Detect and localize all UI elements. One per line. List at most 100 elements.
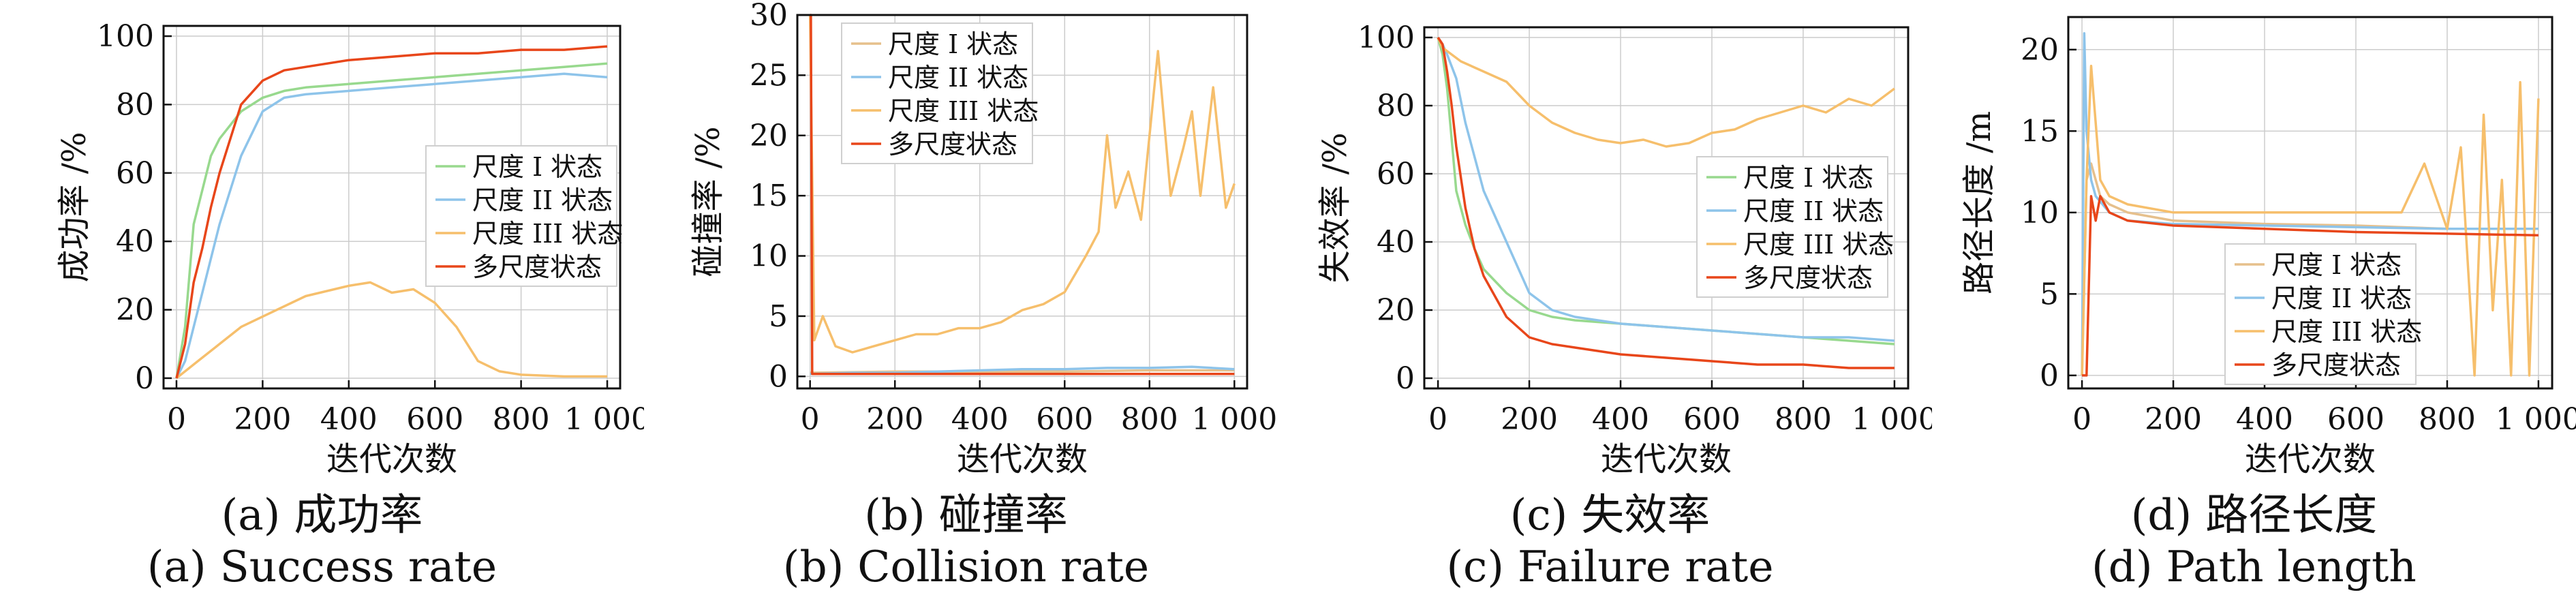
x-tick-label-1: 200 [866, 402, 923, 437]
x-tick-label-3: 600 [1036, 402, 1093, 437]
legend-label-3: 多尺度状态 [1743, 263, 1873, 293]
x-tick-label-0: 0 [801, 402, 820, 437]
x-tick-label-5: 1 000 [2496, 402, 2576, 437]
series-line-1 [1437, 37, 1895, 342]
legend-label-0: 尺度 I 状态 [888, 29, 1018, 59]
y-tick-label-3: 60 [1377, 157, 1415, 191]
plot-frame [2067, 16, 2554, 390]
legend-label-2: 尺度 III 状态 [472, 219, 623, 249]
x-axis-label: 迭代次数 [326, 440, 457, 477]
legend-box [2224, 243, 2417, 385]
series-line-0 [175, 62, 608, 379]
series-line-3 [175, 45, 608, 379]
chart-a-success-rate: 0 200 400 600 800 1 000 0 20 40 60 80 100 迭代次数 成功率 /%… [55, 19, 644, 477]
y-tick-label-3: 60 [116, 156, 154, 191]
x-axis-label: 迭代次数 [1601, 440, 1732, 477]
y-axis-label: 失效率 /% [1316, 132, 1354, 283]
x-tick-label-1: 200 [1501, 402, 1558, 437]
y-tick-label-4: 20 [750, 119, 788, 153]
y-tick-label-5: 25 [750, 58, 788, 93]
chart-b-collision-rate: 0 200 400 600 800 1 000 0 5 10 15 20 25 30 迭代次数 碰撞率 /%… [689, 0, 1277, 477]
y-tick-label-2: 10 [750, 239, 788, 274]
legend-label-1: 尺度 II 状态 [2271, 283, 2412, 313]
legend-label-3: 多尺度状态 [2271, 350, 2401, 380]
x-tick-label-0: 0 [167, 402, 186, 437]
y-tick-label-1: 5 [769, 299, 788, 334]
x-tick-label-2: 400 [951, 402, 1009, 437]
y-tick-label-0: 0 [1396, 361, 1415, 396]
plot-frame [796, 14, 1248, 390]
caption-b-cn: (b) 碰撞率 [864, 490, 1068, 540]
legend-label-0: 尺度 I 状态 [1743, 163, 1873, 193]
x-tick-label-3: 600 [2327, 402, 2385, 437]
legend-label-0: 尺度 I 状态 [472, 152, 602, 182]
plot-frame [162, 25, 622, 390]
caption-c-en: (c) Failure rate [1446, 542, 1774, 592]
series-line-2 [808, 14, 1236, 354]
x-tick-label-5: 1 000 [564, 402, 644, 437]
y-tick-label-5: 100 [1358, 20, 1415, 55]
y-tick-label-1: 20 [1377, 293, 1415, 328]
y-tick-label-4: 80 [116, 87, 154, 122]
y-tick-label-4: 80 [1377, 89, 1415, 123]
chart-c-failure-rate: 0 200 400 600 800 1 000 0 20 40 60 80 100 迭代次数 失效率 /%… [1316, 20, 1932, 477]
x-axis-label: 迭代次数 [957, 440, 1088, 477]
legend-label-3: 多尺度状态 [472, 252, 602, 282]
x-tick-label-4: 800 [493, 402, 550, 437]
x-tick-label-1: 200 [234, 402, 291, 437]
y-tick-label-0: 0 [2040, 358, 2059, 393]
x-tick-label-4: 800 [2419, 402, 2476, 437]
legend-label-1: 尺度 II 状态 [472, 185, 613, 215]
caption-a-en: (a) Success rate [147, 542, 497, 592]
series-line-3 [1437, 37, 1895, 369]
chart-d-path-length: 0 200 400 600 800 1 000 0 5 10 15 20 迭代次数 路径长度 /m 尺度 … [1960, 16, 2576, 477]
x-tick-label-3: 600 [406, 402, 463, 437]
y-axis-label: 碰撞率 /% [689, 126, 727, 277]
y-tick-label-2: 40 [1377, 225, 1415, 260]
y-tick-label-3: 15 [2021, 114, 2059, 149]
series-line-3 [810, 14, 1235, 375]
legend-box [841, 22, 1033, 164]
y-tick-label-0: 0 [769, 359, 788, 394]
legend-label-0: 尺度 I 状态 [2271, 250, 2402, 280]
legend-label-1: 尺度 II 状态 [888, 63, 1028, 93]
x-axis-label: 迭代次数 [2245, 440, 2376, 477]
y-tick-label-1: 5 [2040, 277, 2059, 311]
x-tick-label-3: 600 [1683, 402, 1741, 437]
x-tick-label-2: 400 [320, 402, 378, 437]
caption-c-cn: (c) 失效率 [1509, 490, 1711, 540]
series-line-1 [175, 72, 608, 379]
x-tick-label-2: 400 [1592, 402, 1649, 437]
y-tick-label-1: 20 [116, 293, 154, 328]
y-axis-label: 路径长度 /m [1960, 111, 1998, 294]
x-tick-label-2: 400 [2236, 402, 2293, 437]
legend-label-2: 尺度 III 状态 [1743, 230, 1894, 260]
legend-box [1696, 156, 1888, 298]
y-tick-label-3: 15 [750, 179, 788, 213]
caption-b-en: (b) Collision rate [782, 542, 1150, 592]
caption-d-en: (d) Path length [2091, 542, 2417, 592]
series-line-2 [2081, 64, 2540, 377]
legend-label-2: 尺度 III 状态 [888, 96, 1039, 126]
y-axis-label: 成功率 /% [55, 132, 93, 282]
x-tick-label-5: 1 000 [1852, 402, 1932, 437]
x-tick-label-4: 800 [1775, 402, 1832, 437]
y-tick-label-2: 10 [2021, 196, 2059, 230]
series-line-2 [175, 281, 607, 380]
x-tick-label-0: 0 [1428, 402, 1447, 437]
caption-d-cn: (d) 路径长度 [2130, 490, 2378, 540]
series-line-2 [1437, 37, 1895, 148]
plot-frame [1423, 26, 1910, 390]
x-tick-label-4: 800 [1121, 402, 1178, 437]
x-tick-label-1: 200 [2145, 402, 2202, 437]
y-tick-label-4: 20 [2021, 33, 2059, 67]
x-tick-label-0: 0 [2072, 402, 2091, 437]
series-line-3 [2082, 195, 2539, 377]
y-tick-label-6: 30 [750, 0, 788, 33]
legend-label-3: 多尺度状态 [888, 129, 1017, 159]
legend-label-2: 尺度 III 状态 [2271, 317, 2422, 347]
y-tick-label-5: 100 [97, 19, 154, 54]
y-tick-label-0: 0 [135, 361, 154, 396]
series-line-1 [810, 365, 1235, 375]
x-tick-label-5: 1 000 [1191, 402, 1277, 437]
